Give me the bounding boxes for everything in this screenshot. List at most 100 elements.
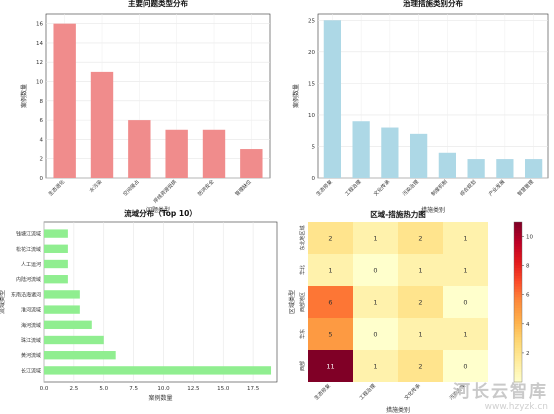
x-tick-label: 2.5: [69, 386, 78, 392]
colorbar-segment: [514, 350, 522, 354]
colorbar-segment: [514, 251, 522, 255]
colorbar-segment: [514, 272, 522, 276]
x-tick-label: 文化传承: [372, 178, 391, 197]
heatmap-cell: [443, 286, 488, 318]
colorbar-segment: [514, 222, 522, 226]
heatmap-cell: [308, 254, 353, 286]
x-tick-label: 生态退化: [47, 178, 66, 197]
colorbar-segment: [514, 326, 522, 330]
y-tick-label: 海河流域: [21, 322, 41, 329]
cell-value: 1: [373, 235, 377, 243]
y-tick-label: 20: [308, 50, 315, 56]
y-tick-label: 人工运河: [21, 261, 41, 268]
bar: [352, 121, 370, 178]
colorbar-segment: [514, 270, 522, 274]
x-tick-label: 产业发展: [487, 178, 506, 197]
x-axis-label: 问题类型: [146, 206, 170, 214]
colorbar-segment: [514, 227, 522, 231]
x-tick-label: 7.5: [129, 386, 138, 392]
y-axis-label: 案例数量: [292, 84, 300, 108]
colorbar-segment: [514, 358, 522, 362]
x-axis-label: 措施类别: [386, 406, 410, 414]
x-tick-label: 空间侵占: [122, 178, 141, 197]
colorbar-segment: [514, 259, 522, 263]
colorbar-segment: [514, 342, 522, 346]
colorbar-segment: [514, 307, 522, 311]
chart-0: 0 2 4 6 8 10 12 14 16 生态退化 水污染 空间侵占 岸线资源受损 防洪安全 管理缺位 主要…: [20, 0, 271, 214]
colorbar-segment: [514, 323, 522, 327]
colorbar-segment: [514, 296, 522, 300]
bar: [202, 129, 226, 178]
colorbar-segment: [514, 320, 522, 324]
y-tick-label: 珠江流域: [21, 337, 41, 344]
colorbar-segment: [514, 254, 522, 258]
y-tick-label: 12: [36, 60, 43, 66]
colorbar-segment: [514, 291, 522, 295]
bar: [44, 259, 68, 269]
bar: [44, 244, 68, 253]
cell-value: 5: [328, 331, 332, 339]
y-axis-label: 流域类型: [0, 290, 6, 314]
colorbar-segment: [514, 328, 522, 332]
y-axis-label: 案例数量: [20, 84, 28, 108]
colorbar-segment: [514, 363, 522, 367]
colorbar-segment: [514, 267, 522, 271]
bar: [240, 149, 263, 178]
colorbar-segment: [514, 224, 522, 228]
y-tick-label: 东南沿海诸河: [11, 291, 41, 298]
bar: [53, 23, 76, 178]
colorbar-segment: [514, 230, 522, 234]
y-tick-label: 6: [40, 118, 44, 124]
y-tick-label: 华东: [299, 329, 306, 339]
heatmap-cell: [398, 350, 443, 382]
colorbar-segment: [514, 280, 522, 284]
watermark-text: 河长云智库: [453, 382, 548, 402]
chart-title: 主要问题类型分布: [128, 0, 188, 8]
cell-value: 1: [463, 331, 467, 339]
watermark: 河长云智库 www.hzyzk.cn: [453, 377, 548, 412]
chart-2: 0.0 2.5 5.0 7.5 10.0 12.5 15.0 17.5 长江流域 黄河流域 珠江流域…: [0, 208, 278, 402]
cell-value: 1: [373, 363, 377, 371]
cell-value: 2: [328, 235, 332, 243]
x-tick-label: 综合规划: [458, 178, 477, 197]
y-tick-label: 16: [36, 22, 43, 28]
colorbar-segment: [514, 347, 522, 351]
colorbar-tick-label: 8: [526, 264, 530, 270]
bar: [44, 351, 116, 360]
colorbar-tick-label: 10: [526, 235, 533, 241]
chart-title: 流域分布（Top 10）: [124, 208, 197, 218]
y-tick-label: 15: [308, 81, 315, 87]
heatmap-cell: [398, 286, 443, 318]
colorbar-segment: [514, 299, 522, 303]
y-tick-label: 14: [36, 41, 43, 47]
colorbar-segment: [514, 275, 522, 279]
bar: [438, 152, 456, 178]
colorbar-segment: [514, 238, 522, 242]
colorbar-segment: [514, 302, 522, 306]
colorbar-segment: [514, 318, 522, 322]
cell-value: 0: [463, 363, 467, 371]
cell-value: 0: [463, 299, 467, 307]
colorbar-segment: [514, 262, 522, 266]
x-tick-label: 管理缺位: [234, 178, 253, 197]
heatmap-cell: [398, 222, 443, 254]
cell-value: 2: [418, 363, 422, 371]
y-tick-label: 5: [312, 144, 316, 150]
y-tick-label: 长江流域: [21, 367, 41, 374]
bar: [44, 275, 68, 284]
bar: [90, 71, 114, 178]
plot-frame: [45, 13, 271, 179]
y-tick-label: 2: [40, 157, 44, 163]
colorbar-segment: [514, 366, 522, 370]
cell-value: 1: [418, 267, 422, 275]
bar: [165, 129, 188, 178]
heatmap-cell: [443, 318, 488, 350]
y-tick-label: 钱塘江流域: [16, 231, 41, 238]
bar: [44, 366, 272, 375]
y-tick-label: 西部: [299, 361, 306, 371]
colorbar-segment: [514, 240, 522, 244]
y-tick-label: 西部地区: [299, 292, 306, 312]
colorbar-segment: [514, 379, 522, 383]
colorbar-frame: [513, 221, 523, 383]
